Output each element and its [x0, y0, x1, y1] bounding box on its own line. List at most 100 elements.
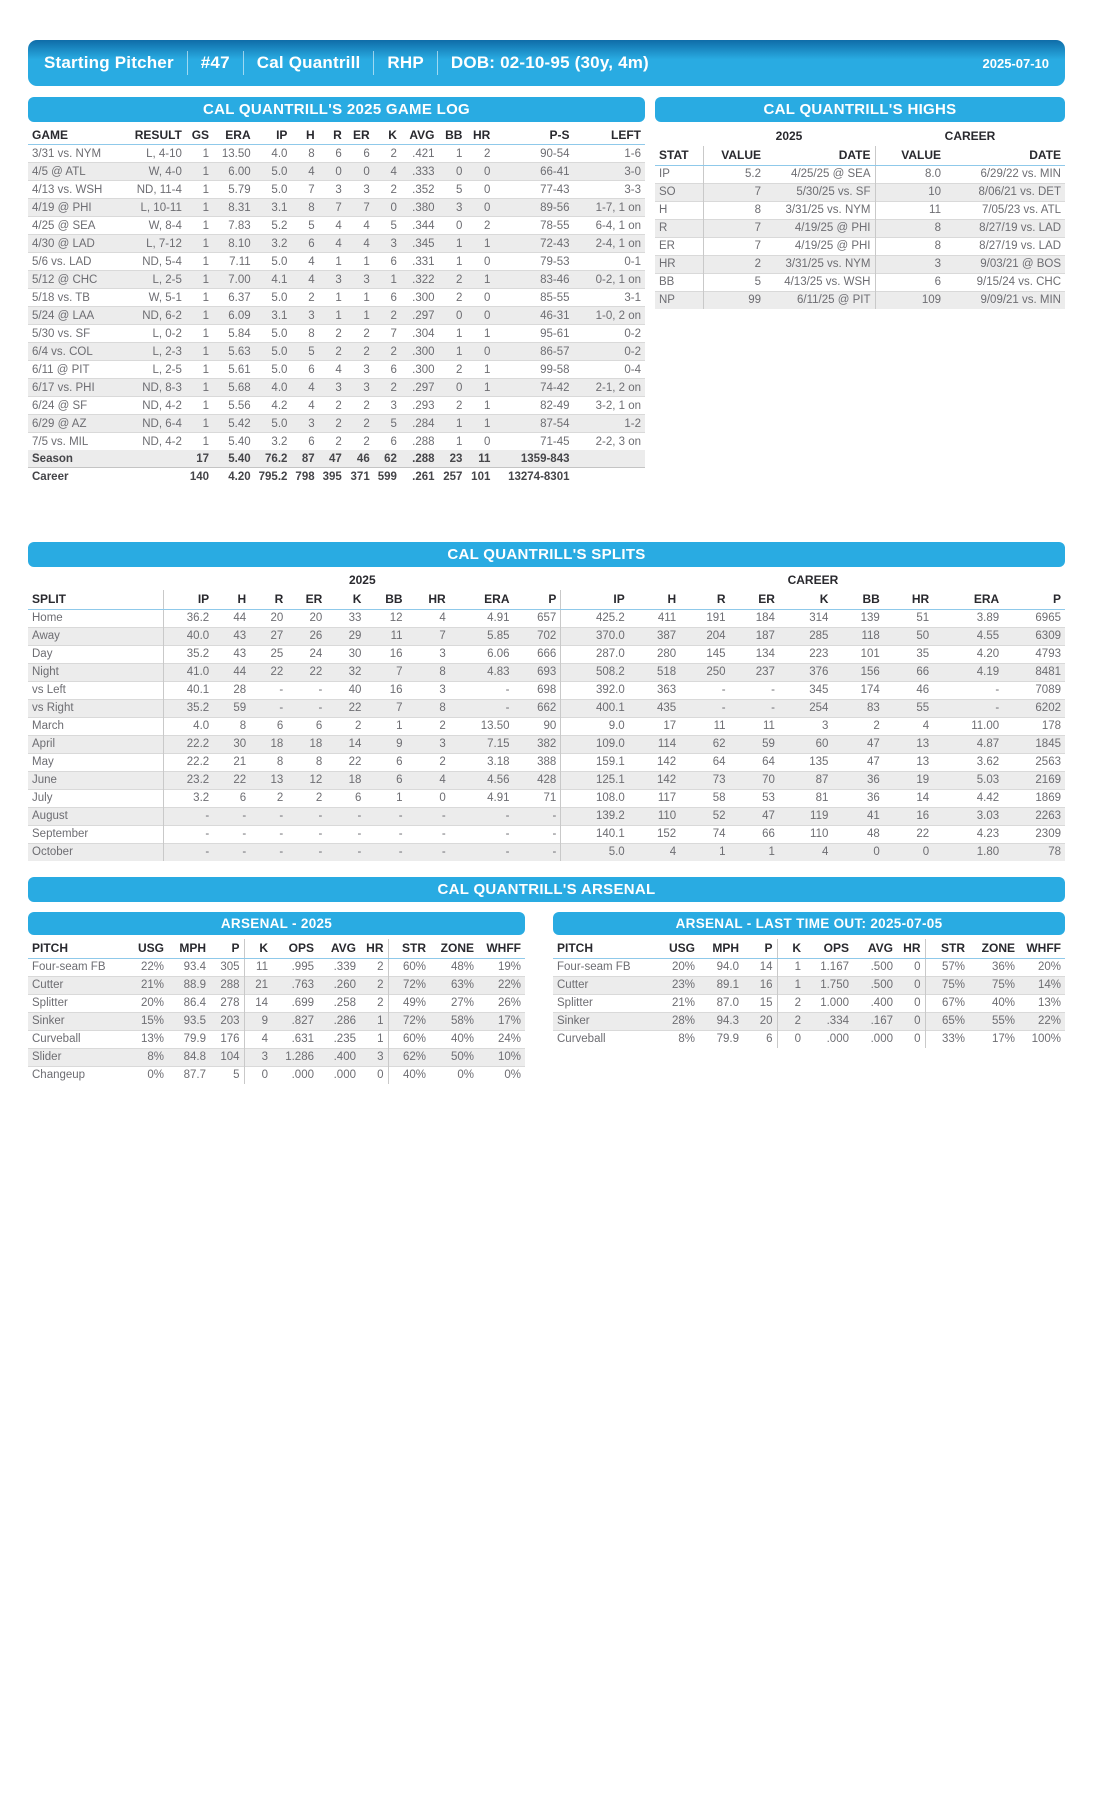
- cell: 4: [291, 378, 319, 397]
- cell: 2: [326, 716, 366, 735]
- cell: 0: [466, 342, 495, 361]
- cell: 0%: [430, 1065, 478, 1084]
- cell: 139.2: [560, 806, 629, 825]
- cell: -: [163, 824, 214, 843]
- cell: 8: [291, 324, 319, 343]
- cell: 41.0: [163, 662, 214, 681]
- cell: 1: [466, 414, 495, 433]
- table-row: 3/31 vs. NYM L, 4-10 1 13.50 4.0 8 6 6 2 .421 1 2 90…: [28, 145, 645, 163]
- cell: .400: [853, 993, 897, 1012]
- column-header: RESULT: [118, 125, 186, 145]
- column-header: K: [373, 125, 401, 145]
- table-row: 7/5 vs. MIL ND, 4-2 1 5.40 3.2 6 2 2 6.288 1 0 71-4…: [28, 432, 645, 450]
- cell: -: [449, 680, 514, 699]
- cell: 2: [250, 788, 288, 807]
- cell: 3.1: [254, 198, 292, 217]
- cell: 1: [438, 342, 467, 361]
- cell: 5/12 @ CHC: [28, 270, 119, 289]
- cell: 5.0: [254, 342, 292, 361]
- cell: 100%: [1019, 1029, 1065, 1048]
- cell: 3.03: [933, 806, 1004, 825]
- cell: 0: [466, 162, 495, 181]
- cell: 1: [776, 975, 805, 994]
- cell: April: [28, 734, 164, 753]
- cell: 7: [365, 662, 407, 681]
- column-header: K: [778, 589, 833, 610]
- cell: 46-31: [494, 306, 574, 325]
- cell: 1: [185, 180, 214, 199]
- cell: 41: [832, 806, 884, 825]
- cell: 5.0: [254, 180, 292, 199]
- cell: 22%: [1019, 1011, 1065, 1030]
- cell: vs Right: [28, 698, 164, 717]
- cell: 72-43: [494, 234, 574, 253]
- cell: 114: [628, 734, 681, 753]
- cell: Four-seam FB: [557, 961, 631, 973]
- cell: 8: [250, 752, 288, 771]
- cell: 75%: [924, 975, 969, 994]
- cell: R: [655, 218, 703, 237]
- cell: 666: [513, 644, 561, 663]
- cell: 74: [680, 824, 730, 843]
- cell: 9.0: [560, 716, 629, 735]
- table-row: IP 5.2 4/25/25 @ SEA 8.0 6/29/22 vs. MIN: [655, 165, 1065, 183]
- column-header: DATE: [945, 145, 1065, 166]
- cell: 9/15/24 vs. CHC: [945, 272, 1065, 291]
- cell: 87.0: [699, 993, 743, 1012]
- cell: .339: [333, 961, 356, 973]
- cell: 518: [628, 662, 681, 681]
- cell: 2: [832, 716, 884, 735]
- cell: 223: [778, 644, 833, 663]
- cell: 376: [778, 662, 833, 681]
- cell: 60%: [387, 1029, 430, 1048]
- cell: 4: [243, 1029, 272, 1048]
- cell: 13.50: [221, 147, 251, 160]
- cell: 6: [287, 716, 327, 735]
- cell: 0: [466, 288, 495, 307]
- cell: NP: [655, 290, 703, 309]
- cell: 4.56: [449, 770, 514, 789]
- column-header: BB: [438, 125, 467, 145]
- column-header: BB: [832, 589, 884, 610]
- cell: 11: [478, 452, 491, 465]
- cell: 0: [406, 788, 450, 807]
- cell: 3-3: [573, 180, 645, 199]
- cell: 314: [809, 612, 829, 624]
- cell: 0: [883, 842, 934, 861]
- cell: ER: [655, 236, 703, 255]
- cell: 29: [326, 626, 366, 645]
- cell: 5: [291, 216, 319, 235]
- cell: -: [406, 806, 450, 825]
- table-row: Splitter 20% 86.4 278 14.699.258 2 49% 27% 26%: [28, 993, 525, 1012]
- cell: .000: [805, 1029, 853, 1048]
- cell: 40%: [387, 1065, 430, 1084]
- cell: 83: [832, 698, 884, 717]
- cell: 508.2: [560, 662, 629, 681]
- cell: 693: [513, 662, 561, 681]
- cell: 70: [729, 770, 779, 789]
- table-row: 6/11 @ PIT L, 2-5 1 5.61 5.0 6 4 3 6.300 2 1 99-58 0…: [28, 360, 645, 379]
- cell: 657: [537, 612, 557, 624]
- group-2025-label: 2025: [348, 573, 376, 587]
- cell: 9: [365, 734, 407, 753]
- cell: 1-0, 2 on: [573, 306, 645, 325]
- group-2025-label: 2025: [775, 129, 803, 143]
- cell: 22: [287, 662, 327, 681]
- cell: -: [326, 806, 366, 825]
- cell: 1.750: [805, 975, 853, 994]
- cell: 1: [185, 216, 214, 235]
- cell: 287.0: [560, 644, 629, 663]
- column-header: HR: [466, 125, 495, 145]
- highs-header-row: STAT VALUE DATE VALUE DATE: [655, 145, 1065, 166]
- cell: 13.50: [449, 716, 514, 735]
- game-log-title: CAL QUANTRILL'S 2025 GAME LOG: [28, 97, 645, 122]
- cell: 5/30 vs. SF: [28, 324, 119, 343]
- cell: 3: [360, 1047, 388, 1066]
- cell: 7: [702, 182, 765, 201]
- table-row: 5/18 vs. TB W, 5-1 1 6.37 5.0 2 1 1 6.300 2 0 85-55…: [28, 288, 645, 307]
- cell: 2-2, 3 on: [573, 432, 645, 450]
- cell: Away: [28, 626, 164, 645]
- cell: -: [449, 842, 514, 861]
- cell: 2: [345, 414, 374, 433]
- group-career-label: CAREER: [787, 573, 839, 587]
